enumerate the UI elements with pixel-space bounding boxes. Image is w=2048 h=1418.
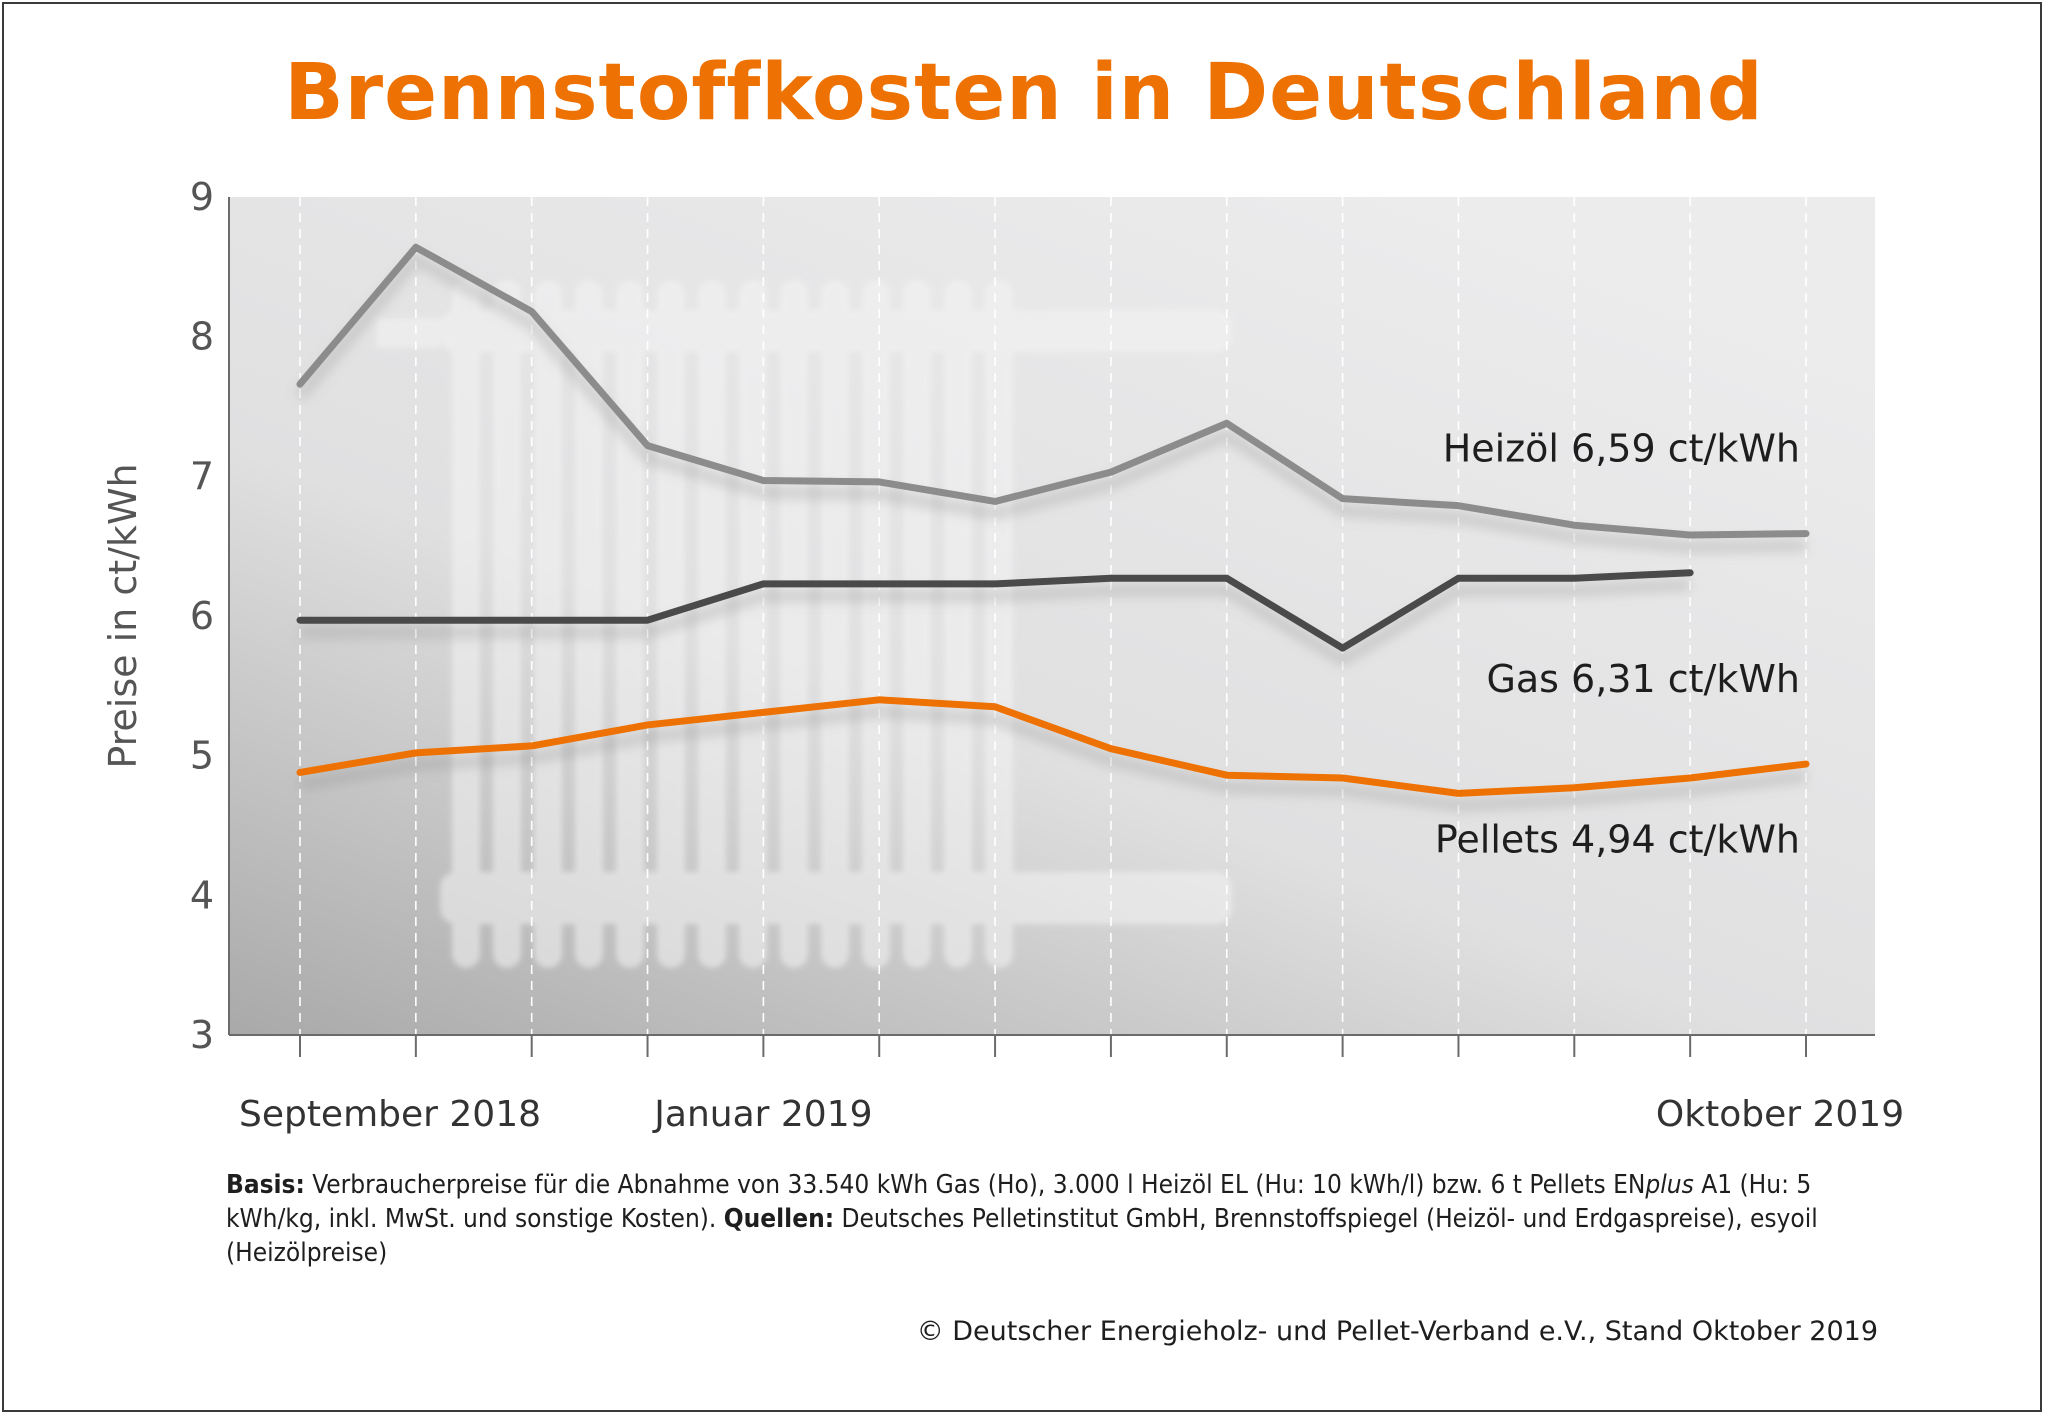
- radiator-fin: [985, 280, 1013, 968]
- sources-text: Deutsches Pelletinstitut GmbH, Brennstof…: [226, 1204, 1818, 1268]
- y-tick-label: 6: [190, 594, 214, 638]
- radiator-fin: [862, 280, 890, 968]
- radiator-fin: [452, 280, 480, 968]
- series-shadows: [296, 252, 1807, 811]
- series-label-heiz-l: Heizöl 6,59 ct/kWh: [1443, 426, 1800, 470]
- radiator-valve: [376, 318, 440, 348]
- x-tick-labels: September 2018 Januar 2019 Oktober 2019: [239, 1094, 1904, 1135]
- sources-label: Quellen:: [723, 1204, 835, 1234]
- y-tick-label: 5: [190, 734, 214, 778]
- radiator-fin: [534, 280, 562, 968]
- y-tick-label: 9: [190, 175, 214, 219]
- radiator-fin: [780, 280, 808, 968]
- radiator-fin: [493, 280, 521, 968]
- series-lines: [296, 243, 1810, 797]
- series-shadow-gas: [300, 579, 1691, 666]
- series-labels: Heizöl 6,59 ct/kWh Gas 6,31 ct/kWh Pellets…: [1435, 426, 1800, 861]
- series-line-pellets: [296, 696, 1810, 797]
- x-tick-label: September 2018: [239, 1094, 541, 1135]
- radiator-fin: [698, 280, 726, 968]
- basis-text-1: Verbraucherpreise für die Abnahme von 33…: [304, 1170, 1646, 1200]
- radiator-bottom-bar: [440, 872, 1232, 924]
- basis-label: Basis:: [226, 1170, 305, 1200]
- radiator-fin: [616, 280, 644, 968]
- series-label-gas: Gas 6,31 ct/kWh: [1486, 657, 1800, 701]
- radiator-top-bar: [440, 310, 1232, 352]
- x-tick-label: Januar 2019: [652, 1094, 872, 1135]
- radiator-fin: [944, 280, 972, 968]
- footnote: Basis: Verbraucherpreise für die Abnahme…: [226, 1168, 1886, 1270]
- y-tick-label: 3: [190, 1013, 214, 1057]
- radiator-fin: [739, 280, 767, 968]
- radiator-fin: [903, 280, 931, 968]
- radiator-fin: [575, 280, 603, 968]
- x-ticks: [299, 1035, 1807, 1057]
- chart-title: Brennstoffkosten in Deutschland: [284, 48, 1764, 138]
- radiator-fin: [821, 280, 849, 968]
- y-tick-label: 8: [190, 315, 214, 359]
- series-label-pellets: Pellets 4,94 ct/kWh: [1435, 817, 1800, 861]
- grid-lines: [299, 197, 1807, 1035]
- y-tick-label: 7: [190, 454, 214, 498]
- radiator-watermark: [376, 280, 1232, 968]
- y-axis-label: Preise in ct/kWh: [101, 463, 145, 768]
- series-shadow-pellets: [299, 706, 1807, 811]
- basis-italic: plus: [1645, 1170, 1694, 1200]
- y-tick-label: 4: [190, 873, 214, 917]
- basis-text-2: A1 (Hu: 5 kWh/kg, inkl. MwSt. und sonsti…: [226, 1170, 1812, 1234]
- x-tick-label: Oktober 2019: [1656, 1094, 1904, 1135]
- series-line-heiz-l: [296, 243, 1810, 539]
- series-line-gas: [296, 569, 1694, 652]
- copyright-notice: © Deutscher Energieholz- und Pellet-Verb…: [916, 1316, 1878, 1347]
- y-tick-labels: 3 4 5 6 7 8 9: [190, 175, 214, 1057]
- series-shadow-heiz-l: [296, 252, 1807, 552]
